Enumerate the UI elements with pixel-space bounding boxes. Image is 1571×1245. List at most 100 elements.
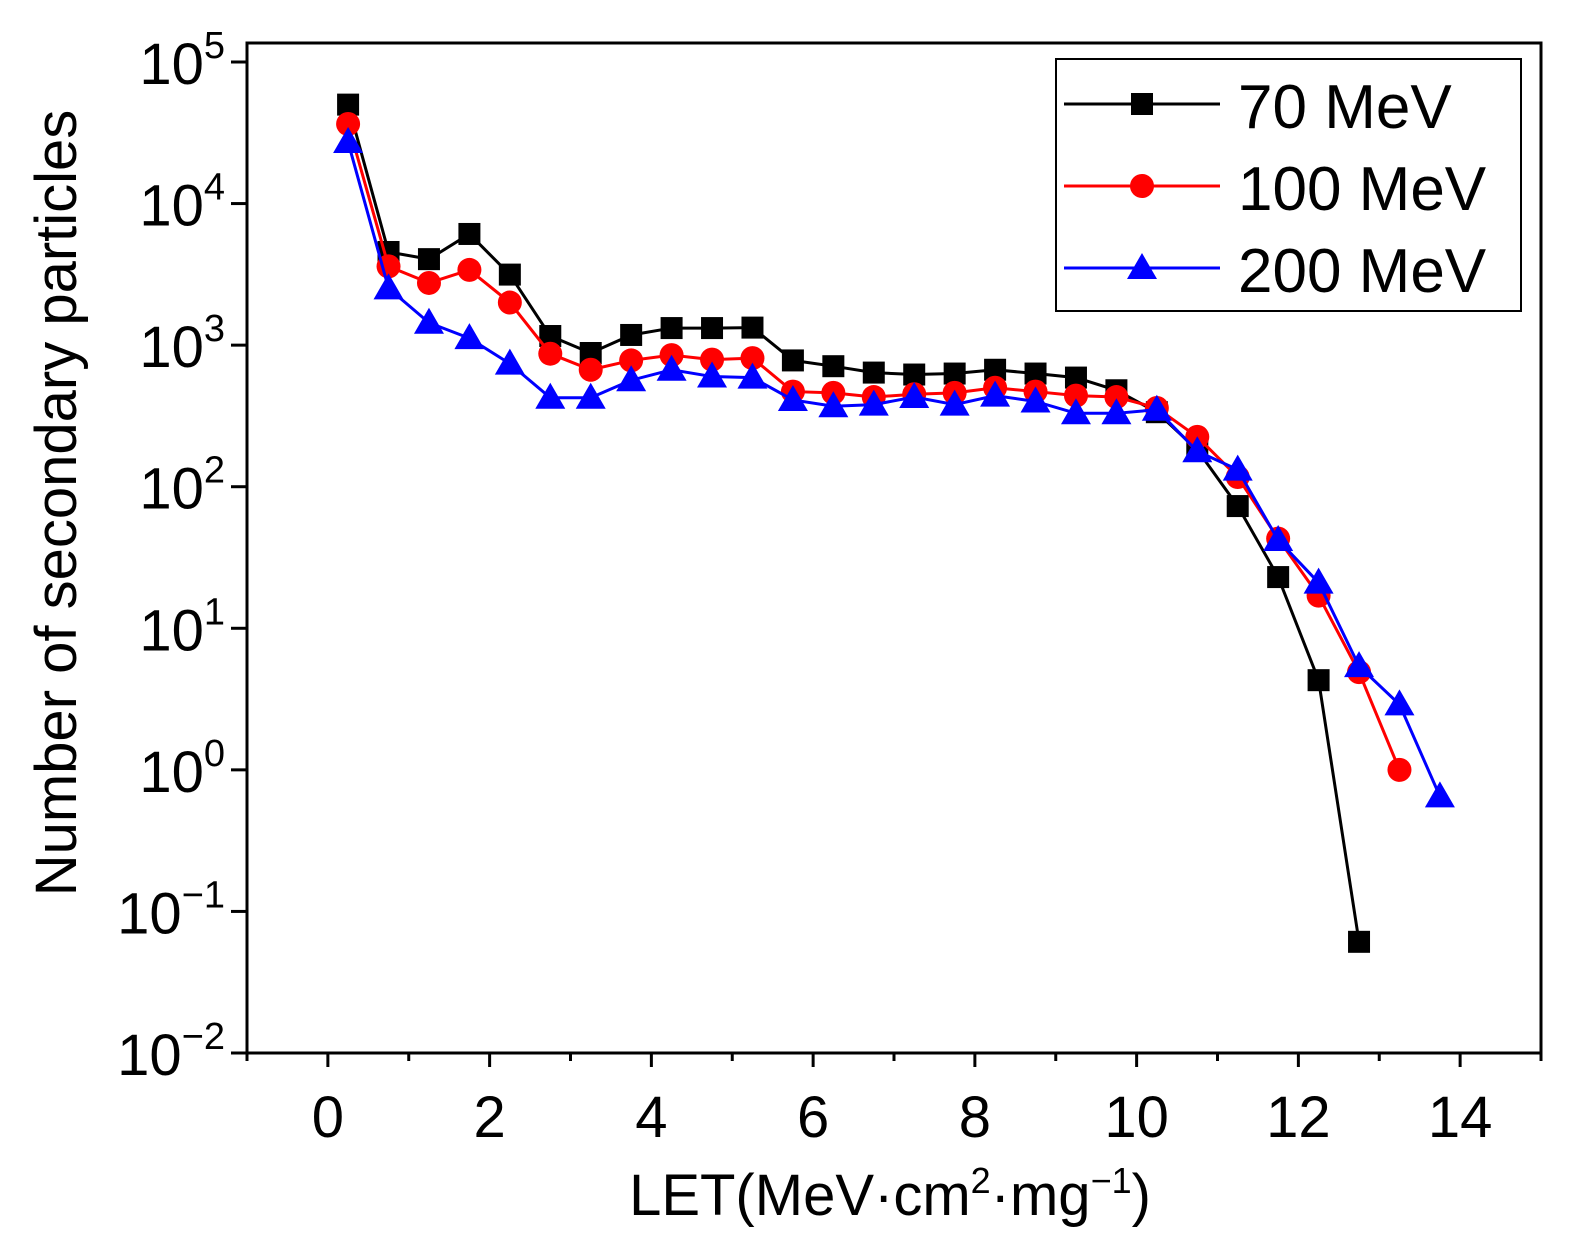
y-tick-base: 10 xyxy=(117,881,182,946)
data-point xyxy=(700,347,725,372)
data-point xyxy=(454,323,485,350)
data-point xyxy=(620,323,643,346)
data-point xyxy=(376,254,401,279)
x-axis-label-sup1: 2 xyxy=(971,1160,991,1201)
data-point xyxy=(1024,362,1047,385)
data-point xyxy=(457,257,482,282)
y-tick-exponent: −1 xyxy=(182,874,225,916)
y-tick-label: 10−1 xyxy=(117,874,225,946)
data-point xyxy=(737,362,768,389)
data-point xyxy=(1226,495,1249,518)
data-point xyxy=(579,342,602,365)
data-point xyxy=(539,325,562,348)
data-point xyxy=(1060,398,1091,425)
legend-marker-square-icon xyxy=(1131,93,1153,115)
data-point xyxy=(337,93,360,116)
data-point xyxy=(1101,398,1132,425)
x-axis-label-mid: ·mg xyxy=(991,1163,1091,1228)
y-tick-base: 10 xyxy=(139,315,204,380)
data-point xyxy=(1263,525,1294,552)
data-point xyxy=(980,380,1011,407)
series-layer xyxy=(333,93,1455,953)
data-point xyxy=(619,348,644,373)
data-point xyxy=(616,365,647,392)
y-tick-label: 100 xyxy=(139,733,225,805)
y-tick-base: 10 xyxy=(139,598,204,663)
x-axis-label-base: LET(MeV·cm xyxy=(629,1163,971,1228)
x-tick-label: 4 xyxy=(635,1085,667,1150)
data-point xyxy=(373,273,404,300)
y-tick-label: 104 xyxy=(139,167,225,239)
data-point xyxy=(578,357,603,382)
y-tick-exponent: 5 xyxy=(204,25,225,67)
data-point xyxy=(336,111,361,136)
data-point xyxy=(417,248,440,271)
y-tick-label: 103 xyxy=(139,308,225,380)
y-tick-exponent: 0 xyxy=(204,733,225,775)
data-point xyxy=(740,346,765,371)
y-tick-base: 10 xyxy=(139,174,204,239)
data-point xyxy=(781,349,804,372)
data-point xyxy=(1222,454,1253,481)
data-point xyxy=(498,263,521,286)
data-point xyxy=(697,361,728,388)
x-tick-label: 8 xyxy=(959,1085,991,1150)
data-point xyxy=(899,382,930,409)
x-tick-label: 12 xyxy=(1266,1085,1331,1150)
data-point xyxy=(656,354,687,381)
x-axis-label-sup2: −1 xyxy=(1091,1160,1132,1201)
data-point xyxy=(741,316,764,339)
data-point xyxy=(1267,566,1290,589)
legend: 70 MeV 100 MeV 200 MeV xyxy=(1055,58,1522,312)
series-200-mev xyxy=(333,127,1455,808)
y-tick-label: 101 xyxy=(139,591,225,663)
legend-label: 70 MeV xyxy=(1238,73,1452,142)
y-tick-label: 105 xyxy=(139,25,225,97)
data-point xyxy=(701,317,724,340)
y-axis-label: Number of secondary particles xyxy=(24,110,89,897)
data-point xyxy=(1141,394,1172,421)
data-point xyxy=(1104,385,1129,410)
y-tick-exponent: 1 xyxy=(204,591,225,633)
x-tick-label: 14 xyxy=(1428,1085,1493,1150)
data-point xyxy=(1424,781,1455,808)
data-point xyxy=(1182,436,1213,463)
y-tick-base: 10 xyxy=(117,1023,182,1088)
y-tick-exponent: 2 xyxy=(204,450,225,492)
data-point xyxy=(822,355,845,378)
data-point xyxy=(494,348,525,375)
y-tick-exponent: 3 xyxy=(204,308,225,350)
data-point xyxy=(818,391,849,418)
y-tick-label: 102 xyxy=(139,450,225,522)
legend-label: 100 MeV xyxy=(1238,155,1487,224)
x-tick-label: 6 xyxy=(797,1085,829,1150)
y-tick-base: 10 xyxy=(139,740,204,805)
data-point xyxy=(984,358,1007,381)
x-tick-label: 2 xyxy=(473,1085,505,1150)
data-point xyxy=(458,222,481,245)
y-tick-base: 10 xyxy=(139,32,204,97)
legend-marker-triangle-icon xyxy=(1127,253,1157,279)
data-point xyxy=(660,317,683,340)
data-point xyxy=(416,270,441,295)
data-point xyxy=(1307,669,1330,692)
data-point xyxy=(1303,567,1334,594)
data-point xyxy=(939,389,970,416)
data-point xyxy=(903,363,926,386)
data-point xyxy=(777,384,808,411)
legend-marker-circle-icon xyxy=(1130,174,1154,198)
series-line xyxy=(346,141,1442,797)
data-point xyxy=(1384,689,1415,716)
data-point xyxy=(413,307,444,334)
y-tick-exponent: 4 xyxy=(204,167,225,209)
data-point xyxy=(1344,651,1375,678)
data-point xyxy=(943,362,966,385)
y-tick-exponent: −2 xyxy=(182,1016,225,1058)
y-tick-base: 10 xyxy=(139,457,204,522)
data-point xyxy=(862,361,885,384)
x-tick-label: 10 xyxy=(1104,1085,1169,1150)
y-tick-label: 10−2 xyxy=(117,1016,225,1088)
data-point xyxy=(333,127,364,154)
